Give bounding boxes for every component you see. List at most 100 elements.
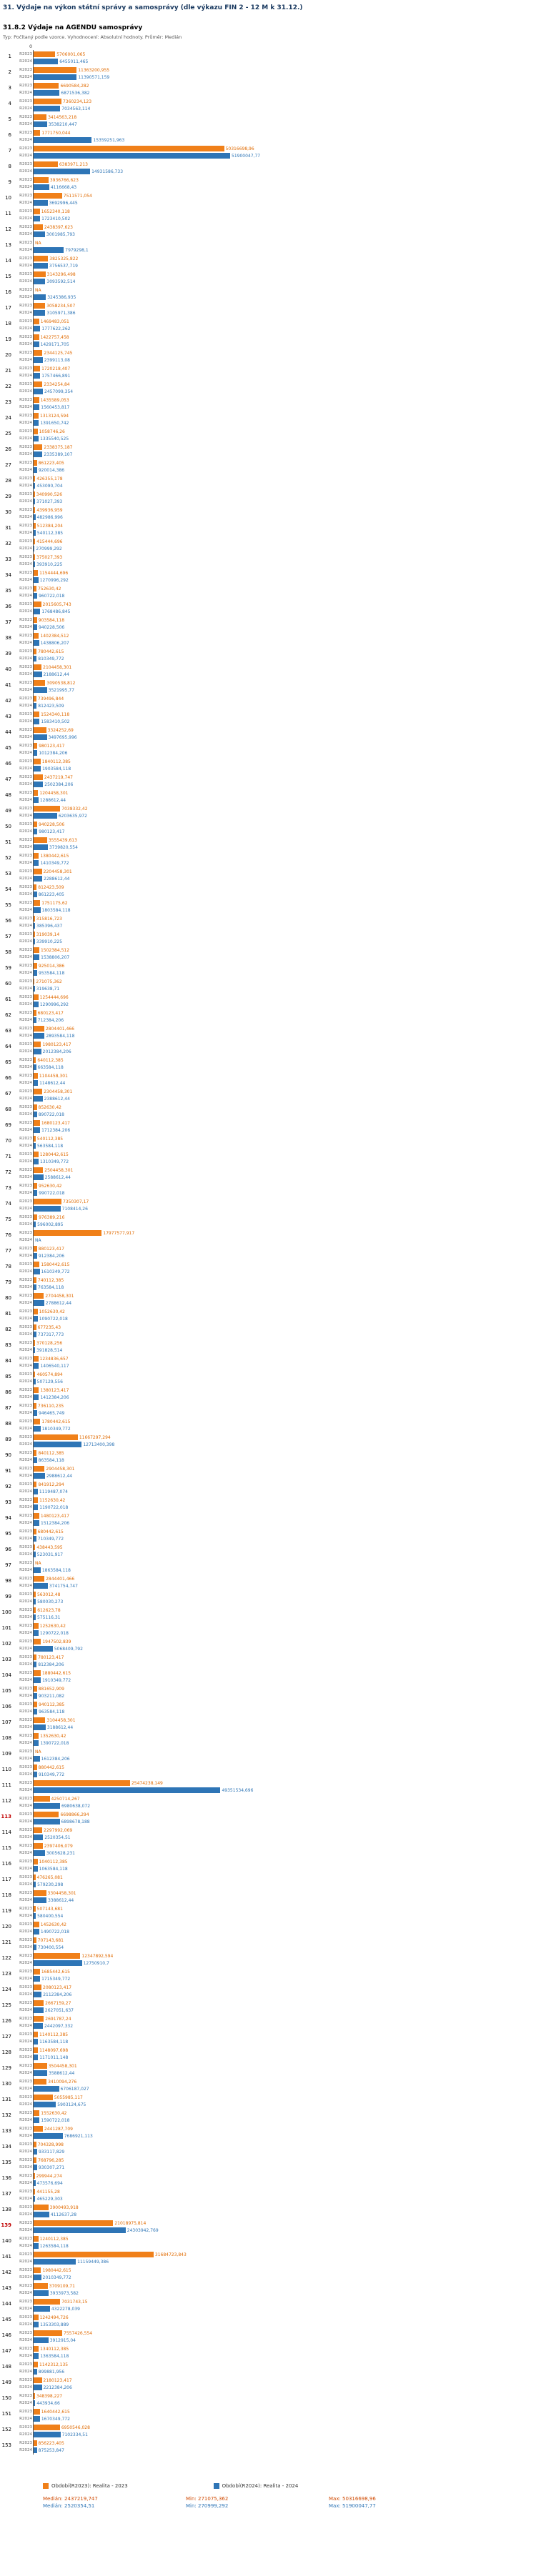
bar-2024[interactable] (34, 483, 36, 489)
bar-2023[interactable] (34, 1434, 78, 1440)
bar-2023[interactable] (34, 2047, 39, 2053)
bar-2024[interactable] (34, 530, 36, 536)
bar-2023[interactable] (34, 1874, 36, 1880)
bar-2024[interactable] (34, 2243, 39, 2249)
bar-2024[interactable] (34, 766, 41, 772)
bar-2023[interactable] (34, 67, 77, 73)
bar-2023[interactable] (34, 193, 62, 199)
bar-2024[interactable] (34, 404, 40, 410)
bar-2023[interactable] (34, 114, 47, 120)
bar-2024[interactable] (34, 656, 37, 662)
bar-2024[interactable] (34, 1410, 37, 1416)
bar-2024[interactable] (34, 1442, 82, 1447)
bar-2023[interactable] (34, 1199, 61, 1204)
bar-2024[interactable] (34, 2227, 126, 2233)
bar-2023[interactable] (34, 1890, 46, 1896)
bar-2024[interactable] (34, 1819, 60, 1824)
bar-2024[interactable] (34, 1976, 41, 1982)
bar-2024[interactable] (34, 1662, 37, 1667)
bar-2024[interactable] (34, 687, 47, 693)
bar-2023[interactable] (34, 1796, 50, 1802)
bar-2024[interactable] (34, 153, 230, 159)
bar-2024[interactable] (34, 1002, 39, 1007)
bar-2024[interactable] (34, 2086, 59, 2092)
bar-2024[interactable] (34, 2165, 37, 2170)
bar-2024[interactable] (34, 640, 39, 646)
bar-2023[interactable] (34, 1686, 37, 1692)
bar-2023[interactable] (34, 366, 41, 371)
bar-2024[interactable] (34, 263, 48, 269)
bar-2024[interactable] (34, 2133, 63, 2139)
bar-2024[interactable] (34, 1347, 36, 1353)
bar-2023[interactable] (34, 1827, 43, 1833)
bar-2023[interactable] (34, 1277, 36, 1283)
bar-2024[interactable] (34, 2196, 36, 2202)
bar-2023[interactable] (34, 2189, 36, 2195)
bar-2023[interactable] (34, 664, 42, 670)
bar-2024[interactable] (34, 939, 35, 944)
bar-2024[interactable] (34, 750, 38, 756)
bar-2023[interactable] (34, 932, 35, 937)
bar-2023[interactable] (34, 1403, 36, 1409)
bar-2024[interactable] (34, 970, 38, 976)
bar-2023[interactable] (34, 1906, 36, 1912)
bar-2024[interactable] (34, 216, 41, 221)
bar-2023[interactable] (34, 1356, 39, 1362)
bar-2024[interactable] (34, 734, 47, 740)
bar-2023[interactable] (34, 1262, 40, 1267)
bar-2024[interactable] (34, 609, 41, 614)
bar-2023[interactable] (34, 947, 39, 953)
bar-2023[interactable] (34, 1026, 44, 1032)
bar-2023[interactable] (34, 727, 46, 733)
bar-2023[interactable] (34, 1544, 36, 1550)
bar-2024[interactable] (34, 310, 46, 316)
bar-2024[interactable] (34, 436, 39, 441)
bar-2023[interactable] (34, 822, 37, 827)
bar-2024[interactable] (34, 357, 43, 363)
bar-2023[interactable] (34, 2063, 47, 2069)
bar-2023[interactable] (34, 491, 35, 497)
bar-2023[interactable] (34, 271, 46, 277)
bar-2024[interactable] (34, 1127, 41, 1133)
bar-2023[interactable] (34, 853, 39, 859)
bar-2023[interactable] (34, 1482, 37, 1487)
bar-2024[interactable] (34, 1143, 36, 1149)
bar-2024[interactable] (34, 876, 43, 882)
bar-2024[interactable] (34, 2070, 47, 2076)
bar-2023[interactable] (34, 1639, 41, 1644)
bar-2023[interactable] (34, 1450, 37, 1456)
bar-2024[interactable] (34, 1332, 36, 1337)
bar-2024[interactable] (34, 1567, 41, 1573)
bar-2023[interactable] (34, 869, 42, 874)
bar-2024[interactable] (34, 200, 48, 206)
bar-2023[interactable] (34, 1733, 39, 1739)
bar-2023[interactable] (34, 1466, 45, 1472)
bar-2023[interactable] (34, 1623, 39, 1629)
bar-2024[interactable] (34, 1174, 44, 1180)
bar-2024[interactable] (34, 137, 92, 143)
bar-2024[interactable] (34, 797, 39, 803)
bar-2024[interactable] (34, 1269, 40, 1274)
bar-2023[interactable] (34, 1120, 40, 1126)
bar-2024[interactable] (34, 1112, 37, 1117)
bar-2023[interactable] (34, 1717, 46, 1723)
bar-2023[interactable] (34, 177, 49, 183)
bar-2023[interactable] (34, 1497, 39, 1503)
bar-2024[interactable] (34, 2055, 39, 2060)
bar-2023[interactable] (34, 1214, 38, 1220)
bar-2023[interactable] (34, 1513, 39, 1519)
bar-2023[interactable] (34, 2393, 35, 2399)
bar-2023[interactable] (34, 696, 36, 702)
bar-2024[interactable] (34, 231, 45, 237)
bar-2024[interactable] (34, 1190, 38, 1196)
bar-2023[interactable] (34, 1309, 38, 1314)
bar-2024[interactable] (34, 499, 35, 504)
bar-2024[interactable] (34, 577, 39, 583)
bar-2023[interactable] (34, 146, 224, 151)
bar-2024[interactable] (34, 2180, 36, 2186)
bar-2023[interactable] (34, 2157, 37, 2163)
bar-2024[interactable] (34, 1379, 36, 1384)
bar-2024[interactable] (34, 1866, 38, 1872)
bar-2024[interactable] (34, 1017, 36, 1023)
bar-2024[interactable] (34, 829, 38, 834)
